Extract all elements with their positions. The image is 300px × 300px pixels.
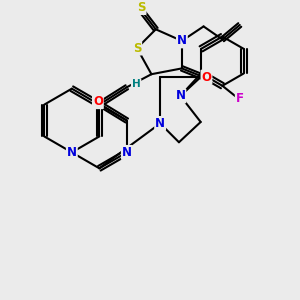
Text: N: N <box>122 146 132 159</box>
Text: S: S <box>133 42 141 55</box>
Text: F: F <box>236 92 244 105</box>
Text: O: O <box>202 70 212 84</box>
Text: N: N <box>177 34 187 47</box>
Text: N: N <box>155 117 165 130</box>
Text: H: H <box>132 79 140 89</box>
Text: S: S <box>137 1 146 14</box>
Text: N: N <box>67 146 77 159</box>
Text: N: N <box>176 89 185 102</box>
Text: O: O <box>93 95 103 108</box>
